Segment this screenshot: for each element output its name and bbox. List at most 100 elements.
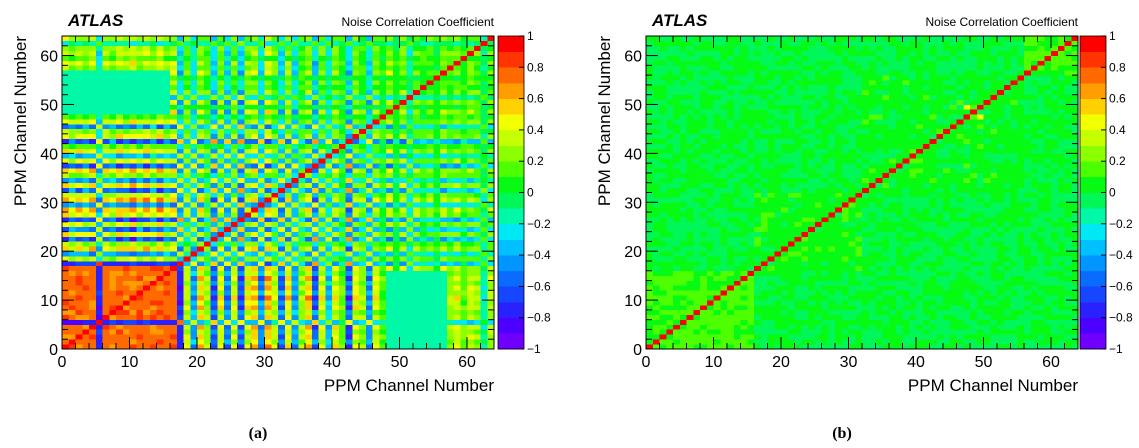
heatmap-cell [413,339,421,345]
heatmap-cell [706,309,714,316]
heatmap-cell [62,334,70,340]
heatmap-cell [673,65,681,71]
heatmap-cell [413,334,421,340]
heatmap-cell [122,55,130,61]
heatmap-cell [143,182,151,188]
heatmap-cell [345,114,353,120]
heatmap-cell [170,285,178,291]
heatmap-cell [102,295,110,301]
heatmap-cell [217,75,225,81]
heatmap-cell [352,60,360,66]
heatmap-cell [156,319,164,325]
heatmap-cell [679,290,687,296]
heatmap-cell [646,75,654,81]
heatmap-cell [183,309,191,316]
heatmap-cell [143,45,151,51]
heatmap-cell [659,70,667,76]
heatmap-cell [82,80,90,86]
heatmap-cell [149,241,157,247]
heatmap-cell [190,197,198,203]
heatmap-cell [440,339,448,345]
heatmap-cell [706,84,714,91]
heatmap-cell [706,163,714,169]
heatmap-cell [386,153,394,159]
heatmap-cell [136,265,144,272]
heatmap-cell [325,124,333,130]
heatmap-cell [338,168,346,174]
heatmap-cell [68,197,76,203]
heatmap-cell [338,309,346,316]
heatmap-cell [237,241,245,247]
heatmap-cell [102,114,110,120]
heatmap-cell [426,280,434,286]
heatmap-cell [487,148,495,154]
heatmap-cell [325,128,333,135]
heatmap-cell [68,304,76,311]
heatmap-cell [413,309,421,316]
heatmap-cell [95,231,103,237]
heatmap-cell [210,119,218,125]
heatmap-cell [379,55,387,61]
heatmap-cell [203,344,211,350]
heatmap-cell [352,275,360,281]
heatmap-cell [75,319,83,325]
heatmap-cell [426,231,434,237]
heatmap-cell [399,60,407,66]
heatmap-cell [237,80,245,86]
heatmap-cell [318,89,326,95]
heatmap-cell [706,109,714,115]
heatmap-cell [305,246,313,252]
heatmap-cell [183,119,191,125]
heatmap-cell [183,197,191,203]
heatmap-cell [666,65,674,71]
heatmap-cell [217,319,225,325]
heatmap-cell [311,55,319,61]
heatmap-cell [372,231,380,237]
heatmap-cell [372,329,380,335]
heatmap-cell [413,104,421,110]
heatmap-cell [311,182,319,188]
heatmap-cell [89,241,97,247]
heatmap-cell [224,138,232,144]
heatmap-cell [298,50,306,56]
heatmap-cell [467,119,475,125]
heatmap-cell [129,207,137,213]
heatmap-cell [686,153,694,159]
heatmap-cell [102,309,110,316]
heatmap-cell [700,153,708,159]
heatmap-cell [95,109,103,115]
heatmap-cell [305,216,313,223]
heatmap-cell [95,182,103,188]
heatmap-cell [679,138,687,144]
heatmap-cell [95,275,103,281]
heatmap-cell [352,172,360,179]
heatmap-cell [646,221,654,228]
heatmap-cell [413,187,421,193]
heatmap-cell [244,344,252,350]
heatmap-cell [338,75,346,81]
heatmap-cell [646,187,654,193]
heatmap-cell [257,40,265,47]
heatmap-cell [82,192,90,198]
heatmap-cell [244,226,252,232]
heatmap-cell [487,270,495,276]
heatmap-cell [679,70,687,76]
heatmap-cell [713,60,721,66]
heatmap-cell [183,138,191,144]
heatmap-cell [311,128,319,135]
heatmap-cell [305,148,313,154]
heatmap-cell [298,55,306,61]
heatmap-cell [68,172,76,179]
heatmap-cell [68,114,76,120]
heatmap-cell [386,168,394,174]
heatmap-cell [446,334,454,340]
heatmap-cell [149,163,157,169]
heatmap-cell [365,104,373,110]
heatmap-cell [713,236,721,242]
heatmap-cell [379,143,387,149]
heatmap-cell [224,241,232,247]
heatmap-cell [75,36,83,42]
heatmap-cell [311,143,319,149]
heatmap-cell [318,265,326,272]
heatmap-cell [163,84,171,91]
